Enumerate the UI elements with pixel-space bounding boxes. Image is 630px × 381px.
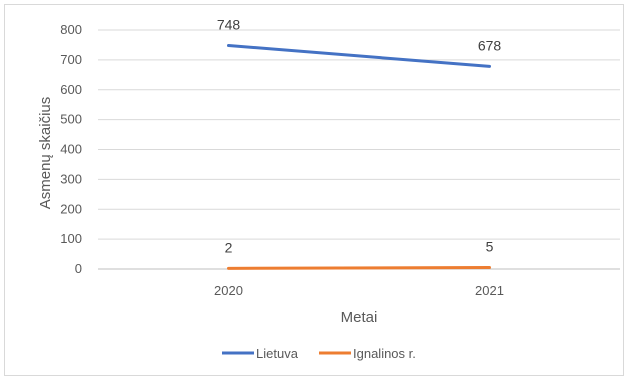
- gridlines: [98, 29, 620, 270]
- series-line-1: [227, 266, 491, 270]
- x-axis-title: Metai: [341, 309, 378, 326]
- y-tick-label: 0: [75, 261, 82, 276]
- data-label: 748: [217, 17, 241, 33]
- x-tick-label: 2020: [214, 283, 243, 298]
- y-tick-label: 100: [60, 231, 82, 246]
- y-tick-label: 800: [60, 22, 82, 37]
- chart-frame: [4, 4, 624, 376]
- x-tick-label: 2021: [475, 283, 504, 298]
- data-label: 678: [478, 37, 502, 53]
- y-tick-label: 600: [60, 82, 82, 97]
- series-lines: [227, 44, 491, 270]
- data-label: 5: [486, 239, 494, 255]
- x-axis-ticks: 2020 2021: [214, 283, 504, 298]
- y-tick-label: 700: [60, 52, 82, 67]
- data-label: 2: [225, 239, 233, 255]
- data-labels: 748 678 2 5: [217, 17, 502, 256]
- y-tick-label: 500: [60, 112, 82, 127]
- legend-label: Lietuva: [256, 346, 299, 361]
- series-line-0: [227, 44, 491, 68]
- y-tick-label: 400: [60, 142, 82, 157]
- legend-label: Ignalinos r.: [353, 346, 416, 361]
- y-tick-label: 300: [60, 171, 82, 186]
- legend: Lietuva Ignalinos r.: [222, 346, 416, 361]
- y-tick-label: 200: [60, 201, 82, 216]
- y-axis-ticks: 0 100 200 300 400 500 600 700 800: [60, 22, 82, 276]
- y-axis-title: Asmenų skaičius: [37, 97, 54, 210]
